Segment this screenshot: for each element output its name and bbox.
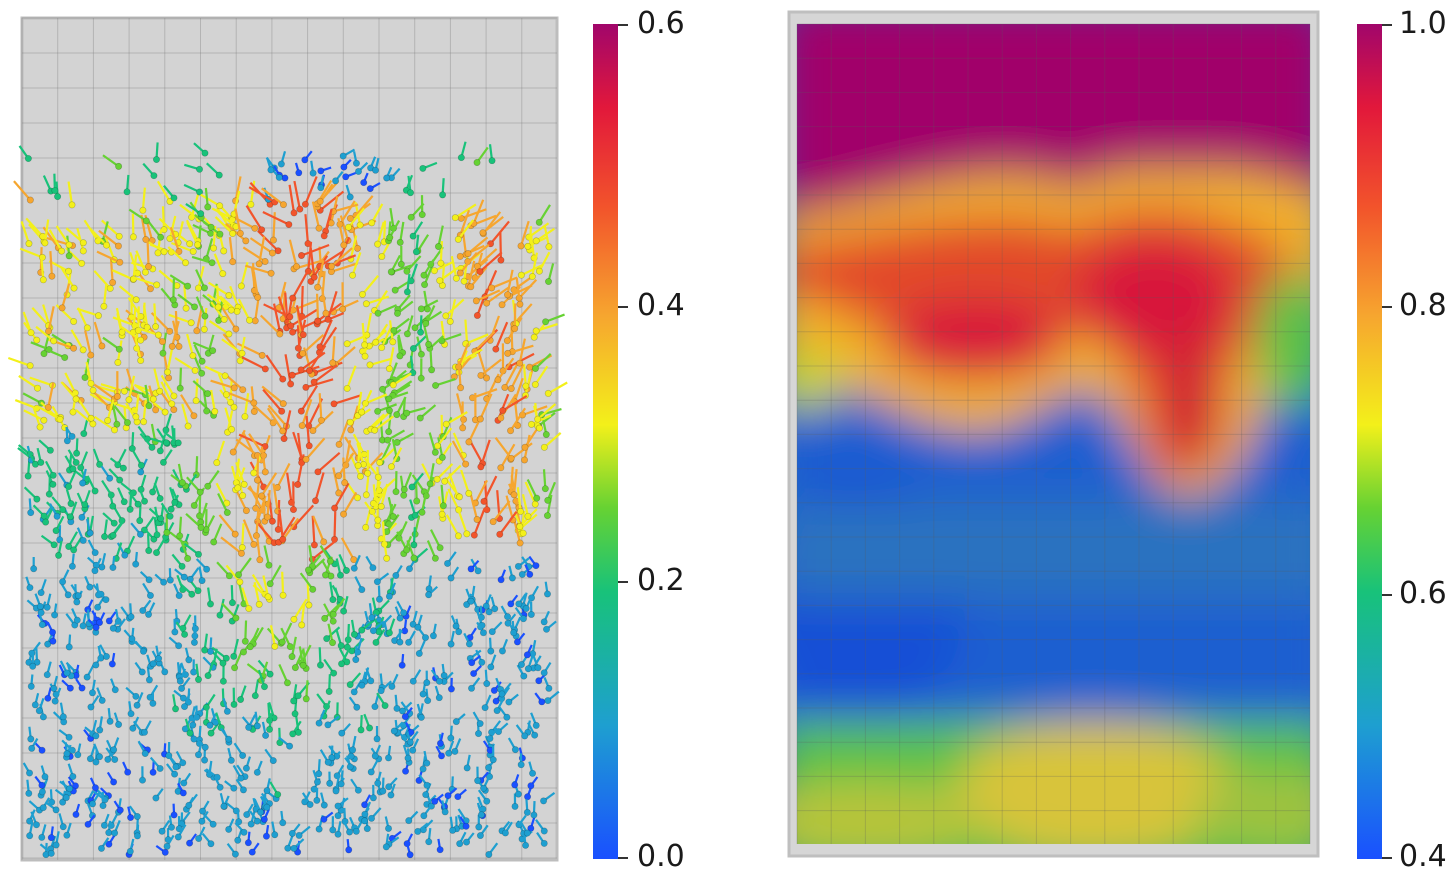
scalar-field xyxy=(797,24,1310,844)
scalar-field-canvas xyxy=(787,10,1320,858)
left-colorbar-gradient xyxy=(593,24,618,859)
right-colorbar: 1.0 0.8 0.6 0.4 xyxy=(1357,9,1455,872)
tick-label: 0.6 xyxy=(1399,576,1447,611)
tick-mark xyxy=(1382,306,1392,308)
tick-mark xyxy=(618,857,628,859)
scalar-field-view xyxy=(775,0,1335,886)
tick-mark xyxy=(1382,857,1392,859)
left-colorbar: 0.6 0.4 0.2 0.0 xyxy=(593,9,693,872)
tick-mark xyxy=(1382,24,1392,26)
tick-label: 0.8 xyxy=(1399,288,1447,323)
tick-label: 0.6 xyxy=(637,6,685,41)
tick-label: 1.0 xyxy=(1399,6,1447,41)
tick-label: 0.0 xyxy=(637,839,685,874)
tick-mark xyxy=(618,24,628,26)
particle-velocity-view xyxy=(0,0,585,886)
tick-mark xyxy=(618,306,628,308)
particles xyxy=(7,141,568,859)
tick-label: 0.2 xyxy=(637,563,685,598)
tick-label: 0.4 xyxy=(637,288,685,323)
grid-lines xyxy=(796,23,1311,844)
tick-mark xyxy=(618,581,628,583)
tick-mark xyxy=(1382,594,1392,596)
right-colorbar-gradient xyxy=(1357,24,1382,859)
particle-field-canvas xyxy=(7,16,568,862)
tick-label: 0.4 xyxy=(1399,839,1447,874)
